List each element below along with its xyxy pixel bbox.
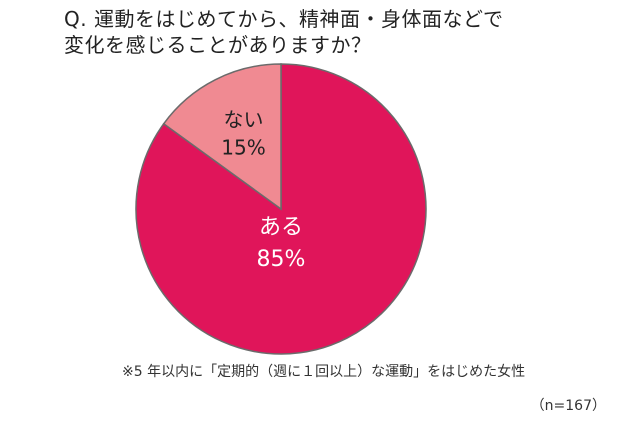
slice-label-1: ない [223, 107, 263, 131]
slice-value-label-1: 15% [221, 135, 265, 159]
chart-title: Q. 運動をはじめてから、精神面・身体面などで 変化を感じることがありますか？ [64, 6, 624, 58]
title-line-1: Q. 運動をはじめてから、精神面・身体面などで [64, 7, 504, 31]
slice-label-0: ある [259, 215, 303, 240]
sample-size: （n=167） [530, 398, 606, 414]
slice-value-label-0: 85% [257, 247, 306, 272]
title-line-2: 変化を感じることがありますか？ [64, 33, 372, 57]
pie-slice-1 [162, 63, 282, 211]
footnote: ※5 年以内に「定期的（週に１回以上）な運動」をはじめた女性 [122, 364, 526, 380]
